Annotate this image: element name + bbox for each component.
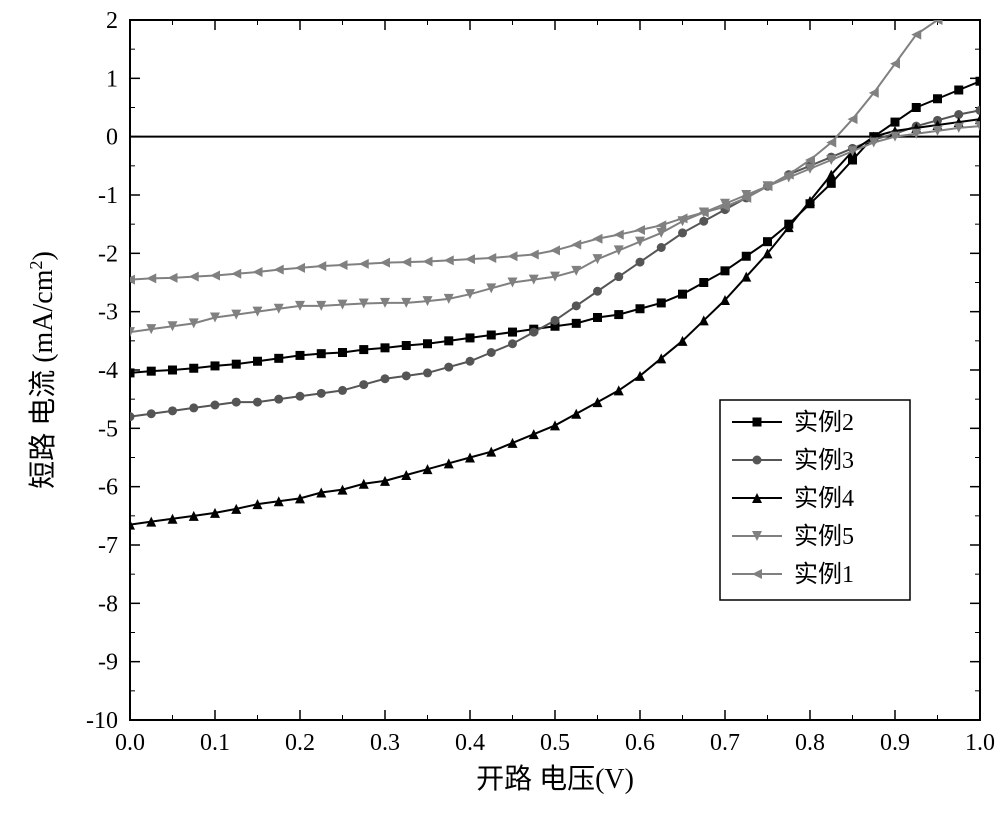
y-tick-label: -9 bbox=[98, 650, 118, 676]
y-tick-label: -3 bbox=[98, 300, 118, 326]
legend-label-s4: 实例4 bbox=[794, 485, 854, 512]
y-tick-label: -4 bbox=[98, 358, 118, 384]
x-tick-label: 0.8 bbox=[795, 730, 825, 756]
y-tick-label: -1 bbox=[98, 183, 118, 209]
x-tick-label: 0.0 bbox=[115, 730, 145, 756]
y-tick-label: -8 bbox=[98, 591, 118, 617]
x-tick-label: 0.5 bbox=[540, 730, 570, 756]
y-tick-label: 0 bbox=[106, 125, 118, 151]
legend: 实例2 实例3 实例4 实例5 实例1 bbox=[720, 400, 910, 600]
legend-label-s3: 实例3 bbox=[794, 447, 854, 474]
y-tick-label: -7 bbox=[98, 533, 118, 559]
y-tick-label: -5 bbox=[98, 416, 118, 442]
series-s1 bbox=[125, 15, 943, 285]
x-tick-label: 0.4 bbox=[455, 730, 485, 756]
x-tick-label: 0.6 bbox=[625, 730, 655, 756]
x-tick-label: 0.2 bbox=[285, 730, 315, 756]
jv-curve-chart: 0.00.10.20.30.40.50.60.70.80.91.0-10-9-8… bbox=[0, 0, 1000, 814]
x-tick-label: 0.7 bbox=[710, 730, 740, 756]
y-axis-label: 短路 电流 (mA/cm2) bbox=[26, 251, 59, 489]
y-tick-label: 2 bbox=[106, 8, 118, 34]
x-tick-label: 0.9 bbox=[880, 730, 910, 756]
y-tick-label: 1 bbox=[106, 66, 118, 92]
legend-label-s1: 实例1 bbox=[794, 561, 854, 588]
x-tick-label: 0.3 bbox=[370, 730, 400, 756]
y-tick-label: -6 bbox=[98, 475, 118, 501]
x-tick-label: 1.0 bbox=[965, 730, 995, 756]
chart-svg: 0.00.10.20.30.40.50.60.70.80.91.0-10-9-8… bbox=[0, 0, 1000, 814]
y-tick-label: -2 bbox=[98, 241, 118, 267]
x-tick-label: 0.1 bbox=[200, 730, 230, 756]
legend-label-s5: 实例5 bbox=[794, 523, 854, 550]
plot-frame bbox=[130, 20, 980, 720]
x-axis-label: 开路 电压(V) bbox=[476, 763, 634, 795]
legend-label-s2: 实例2 bbox=[794, 409, 854, 436]
y-tick-label: -10 bbox=[86, 708, 118, 734]
